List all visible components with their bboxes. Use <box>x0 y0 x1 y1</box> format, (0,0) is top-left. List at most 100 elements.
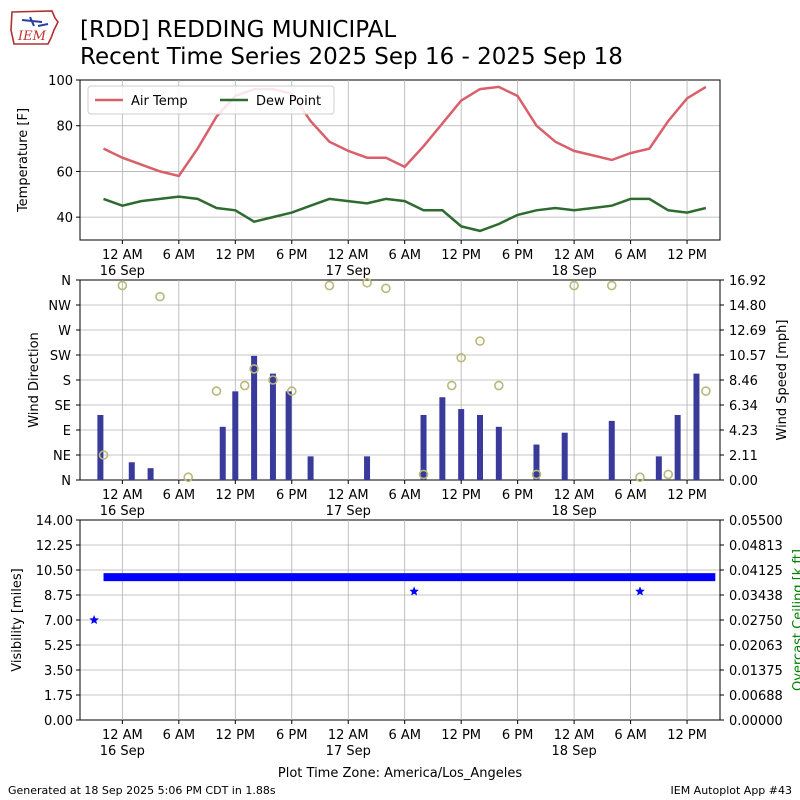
wind-direction-point <box>418 469 429 480</box>
temp-x-tick-label: 6 AM <box>614 248 647 263</box>
wind-speed-bar <box>219 426 226 480</box>
wind-speed-tick-label: 2.11 <box>729 449 758 464</box>
wind-speed-tick-label: 16.92 <box>729 274 766 289</box>
wind-speed-tick-label: 8.46 <box>729 374 758 389</box>
temp-x-tick-label: 12 AM <box>102 248 143 263</box>
wind-dir-tick-label: E <box>63 424 71 439</box>
vis-x-tick-label: 6 AM <box>614 728 647 743</box>
ceiling-tick-label: 0.00688 <box>729 689 783 704</box>
wind-direction-point <box>635 472 645 483</box>
wind-speed-bar <box>608 420 615 480</box>
wind-x-tick-label: 6 AM <box>163 488 196 503</box>
dew-point-line <box>103 195 707 233</box>
wind-date-label: 18 Sep <box>552 504 597 519</box>
ceiling-star-point <box>409 586 419 596</box>
vis-date-label: 18 Sep <box>552 744 597 759</box>
temp-date-label: 16 Sep <box>100 264 145 279</box>
temp-x-tick-label: 6 AM <box>163 248 196 263</box>
vis-tick-label: 5.25 <box>44 639 73 654</box>
wind-x-tick-label: 6 PM <box>276 488 307 503</box>
wind-direction-point <box>249 364 259 374</box>
temp-legend-box <box>87 85 335 115</box>
temp-x-tick-label: 12 PM <box>667 248 707 263</box>
legend-label: Dew Point <box>256 94 321 109</box>
vis-x-tick-label: 12 PM <box>667 728 707 743</box>
ceiling-tick-label: 0.04125 <box>729 564 783 579</box>
ceiling-tick-label: 0.00000 <box>729 714 783 729</box>
ceiling-star-point <box>635 586 645 596</box>
logo-text: IEM <box>17 29 47 44</box>
wind-frame <box>79 279 721 481</box>
wind-dir-tick-label: SE <box>55 399 71 414</box>
wind-speed-bar <box>147 468 154 480</box>
wind-direction-point <box>606 280 617 291</box>
wind-speed-bar <box>269 373 276 480</box>
ceiling-tick-label: 0.05500 <box>729 514 783 529</box>
temp-y-tick-label: 80 <box>56 120 73 135</box>
chart-title: [RDD] REDDING MUNICIPAL <box>80 17 397 43</box>
vis-date-label: 16 Sep <box>100 744 145 759</box>
vis-x-tick-label: 12 AM <box>554 728 595 743</box>
legend-label: Air Temp <box>131 94 188 109</box>
wind-x-tick-label: 6 AM <box>614 488 647 503</box>
wind-speed-bar <box>285 391 292 480</box>
wind-speed-bar <box>307 456 314 480</box>
temp-x-tick-label: 12 PM <box>441 248 481 263</box>
wind-speed-bar <box>495 426 502 480</box>
wind-x-tick-label: 12 AM <box>554 488 595 503</box>
temp-y-tick-label: 60 <box>56 165 73 180</box>
wind-dir-tick-label: N <box>61 274 71 289</box>
temp-x-tick-label: 6 AM <box>388 248 421 263</box>
iem-logo: IEM <box>10 10 59 45</box>
wind-date-label: 17 Sep <box>326 504 371 519</box>
temp-y-tick-label: 40 <box>56 211 73 226</box>
vis-x-tick-label: 12 AM <box>102 728 143 743</box>
vis-tick-label: 10.50 <box>36 564 73 579</box>
temp-x-tick-label: 12 PM <box>215 248 255 263</box>
wind-direction-point <box>475 336 485 346</box>
plane-icon <box>21 16 49 27</box>
temp-date-label: 17 Sep <box>326 264 371 279</box>
air-temp-line <box>102 85 707 178</box>
wind-direction-point <box>701 386 711 396</box>
wind-speed-bar <box>674 414 681 480</box>
wind-direction-point <box>362 277 372 288</box>
vis-x-tick-label: 6 PM <box>276 728 307 743</box>
visibility-band <box>103 573 716 582</box>
wind-direction-point <box>239 380 250 391</box>
wind-direction-point <box>98 450 109 460</box>
wind-direction-point <box>381 283 391 294</box>
wind-speed-tick-label: 10.57 <box>729 349 766 364</box>
wind-direction-point <box>268 375 278 385</box>
wind-speed-bar <box>128 462 135 480</box>
wind-direction-point <box>286 386 297 396</box>
wind-dir-tick-label: N <box>61 474 71 489</box>
temp-y-tick-label: 100 <box>48 74 73 89</box>
vis-x-tick-label: 12 AM <box>328 728 369 743</box>
wind-speed-bar <box>693 373 700 480</box>
wind-speed-bar <box>364 456 371 480</box>
wind-speed-bar <box>97 414 104 480</box>
vis-x-tick-label: 6 PM <box>502 728 533 743</box>
wind-direction-point <box>155 291 165 302</box>
wind-speed-tick-label: 12.69 <box>729 324 766 339</box>
temp-y-axis-label: Temperature [F] <box>16 108 31 213</box>
x-axis-label: Plot Time Zone: America/Los_Angeles <box>278 766 522 781</box>
wind-dir-tick-label: S <box>63 374 71 389</box>
ceiling-tick-label: 0.03438 <box>729 589 783 604</box>
visibility-axis-label: Visibility [miles] <box>10 568 25 671</box>
vis-tick-label: 8.75 <box>44 589 73 604</box>
wind-direction-point <box>663 469 674 480</box>
app-note: IEM Autoplot App #43 <box>670 784 793 797</box>
temp-x-tick-label: 6 PM <box>276 248 307 263</box>
wind-speed-bar <box>232 391 239 480</box>
wind-speed-tick-label: 6.34 <box>729 399 758 414</box>
wind-dir-tick-label: NW <box>48 299 71 314</box>
temp-x-tick-label: 12 AM <box>554 248 595 263</box>
wind-dir-tick-label: SW <box>50 349 71 364</box>
wind-x-tick-label: 6 PM <box>502 488 533 503</box>
generated-note: Generated at 18 Sep 2025 5:06 PM CDT in … <box>8 784 276 797</box>
wind-date-label: 16 Sep <box>100 504 145 519</box>
ceiling-tick-label: 0.02750 <box>729 614 783 629</box>
